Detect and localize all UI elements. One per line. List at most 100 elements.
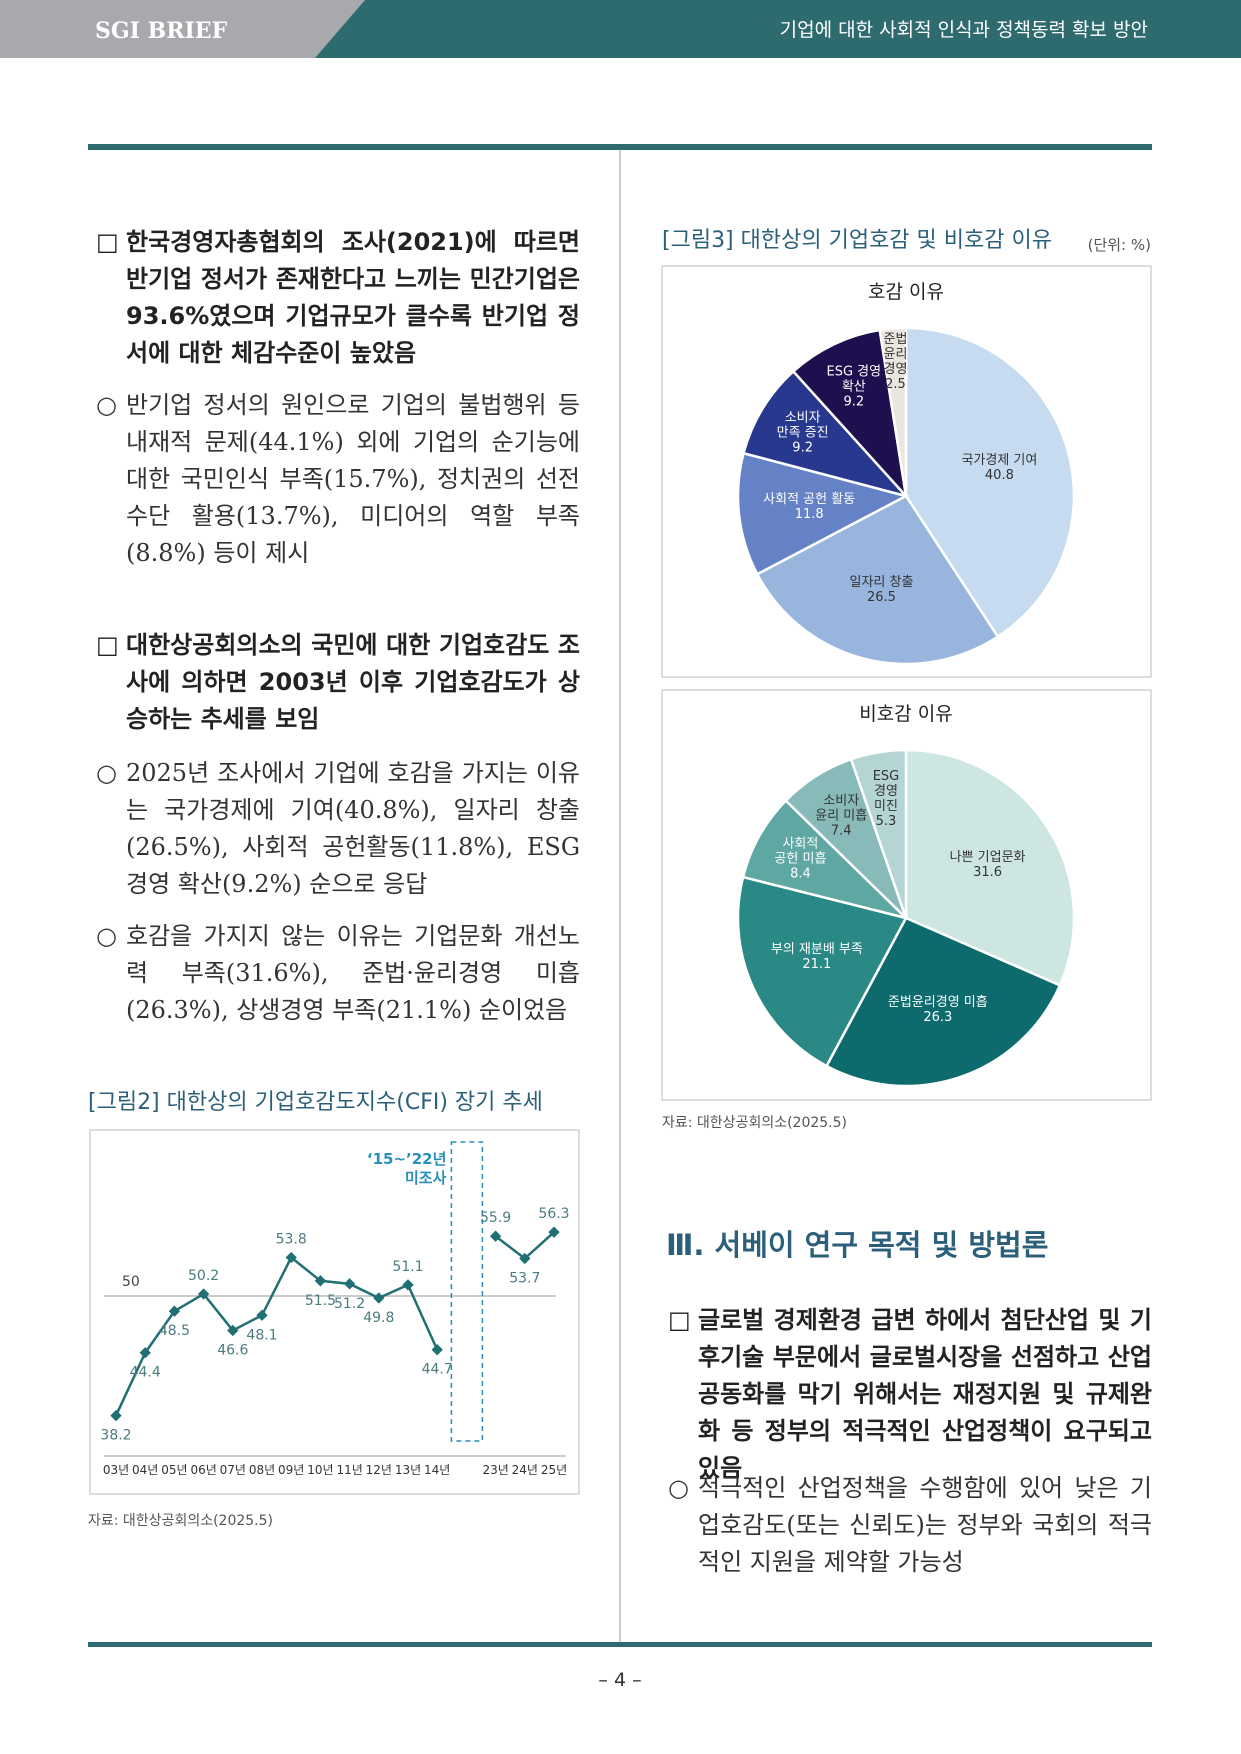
slice-value: 40.8 xyxy=(984,468,1014,484)
list-item: ○ 반기업 정서의 원인으로 기업의 불법행위 등 내재적 문제(44.1%) 외… xyxy=(96,387,580,572)
pie2-frame xyxy=(661,689,1152,1101)
value-label: 46.6 xyxy=(217,1342,248,1358)
x-tick-label: 09년 xyxy=(278,1463,304,1477)
pie-label: 일자리 창출 26.5 xyxy=(850,575,914,605)
pie-slice xyxy=(736,875,908,1068)
data-point xyxy=(227,1324,239,1337)
data-point xyxy=(110,1409,122,1422)
list-item: ○ 호감을 가지지 않는 이유는 기업문화 개선노력 부족(31.6%), 준법·… xyxy=(96,918,580,1029)
x-tick-label: 06년 xyxy=(190,1463,216,1477)
x-tick-label: 11년 xyxy=(336,1463,362,1477)
value-label: 44.4 xyxy=(130,1365,161,1381)
pie-slice xyxy=(849,748,908,919)
item-text: 호감을 가지지 않는 이유는 기업문화 개선노력 부족(31.6%), 준법·윤… xyxy=(126,922,580,1024)
slice-name: 국가경제 기여 xyxy=(961,453,1038,469)
value-label: 51.2 xyxy=(334,1296,365,1312)
slice-name: 사회적 공헌 미흡 xyxy=(774,836,827,867)
pie-slice xyxy=(755,494,1000,666)
value-label: 53.8 xyxy=(276,1231,307,1247)
data-point xyxy=(402,1279,414,1291)
slice-value: 21.1 xyxy=(802,957,832,973)
x-tick-label: 04년 xyxy=(132,1463,158,1477)
value-label: 55.9 xyxy=(480,1210,511,1226)
data-point xyxy=(139,1347,151,1359)
bullet: □ xyxy=(668,1306,691,1334)
data-point xyxy=(431,1344,443,1356)
slice-name: ESG 경영 확산 xyxy=(826,364,882,395)
brand: SGI BRIEF xyxy=(95,18,228,44)
x-tick-label: 10년 xyxy=(307,1463,333,1477)
pie-label: 소비자 윤리 미흡 7.4 xyxy=(815,793,867,838)
pie-label: ESG 경영 확산 9.2 xyxy=(827,364,882,409)
item-text: 한국경영자총협회의 조사(2021)에 따르면 반기업 정서가 존재한다고 느끼… xyxy=(126,228,580,367)
pie-title: 비호감 이유 xyxy=(859,703,952,725)
page-number: – 4 – xyxy=(598,1669,641,1691)
figure3-source: 자료: 대한상공회의소(2025.5) xyxy=(662,1115,847,1131)
item-text: 2025년 조사에서 기업에 호감을 가지는 이유는 국가경제에 기여(40.8… xyxy=(126,759,580,898)
pie-slice xyxy=(742,369,910,499)
slice-name: 사회적 공헌 활동 xyxy=(763,491,856,507)
data-point xyxy=(314,1275,327,1287)
header-brand-band xyxy=(0,0,365,58)
slice-value: 31.6 xyxy=(973,864,1003,880)
pie-label: 준법 윤리 경영 2.5 xyxy=(883,332,907,392)
bullet: ○ xyxy=(96,391,117,419)
pie-slice xyxy=(904,748,1076,988)
x-tick-label: 13년 xyxy=(395,1463,421,1477)
x-tick-label: 25년 xyxy=(541,1463,567,1477)
annotation: ‘15~’22년 미조사 xyxy=(366,1150,447,1187)
data-point xyxy=(519,1252,531,1265)
slice-value: 11.8 xyxy=(794,506,824,522)
list-item: □ 대한상공회의소의 국민에 대한 기업호감도 조사에 의하면 2003년 이후 … xyxy=(96,627,580,738)
value-label: 38.2 xyxy=(100,1428,131,1444)
gap-box xyxy=(450,1141,484,1442)
bullet: □ xyxy=(96,228,119,256)
pie-title: 호감 이유 xyxy=(868,281,944,303)
slice-name: ESG 경영 미진 xyxy=(872,768,900,814)
data-point xyxy=(285,1251,297,1264)
value-label: 49.8 xyxy=(363,1310,394,1326)
bullet: ○ xyxy=(668,1474,689,1502)
x-tick-label: 07년 xyxy=(220,1463,246,1477)
data-point xyxy=(168,1305,181,1317)
figure2-source: 자료: 대한상공회의소(2025.5) xyxy=(88,1513,273,1529)
value-label: 56.3 xyxy=(538,1206,569,1222)
list-item: ○ 2025년 조사에서 기업에 호감을 가지는 이유는 국가경제에 기여(40.… xyxy=(96,755,580,903)
item-text: 적극적인 산업정책을 수행함에 있어 낮은 기업호감도(또는 신뢰도)는 정부와… xyxy=(698,1474,1152,1576)
pie-slice xyxy=(741,798,911,921)
pie-label: ESG 경영 미진 5.3 xyxy=(873,769,900,829)
slice-name: 준법 윤리 경영 xyxy=(883,332,908,377)
slice-value: 9.2 xyxy=(843,394,865,410)
slice-name: 부의 재분배 부족 xyxy=(770,942,863,958)
pie-label: 나쁜 기업문화 31.6 xyxy=(950,850,1026,880)
figure2-title: [그림2] 대한상의 기업호감도지수(CFI) 장기 추세 xyxy=(88,1090,543,1115)
slice-value: 7.4 xyxy=(830,823,852,839)
value-label: 53.7 xyxy=(509,1271,540,1287)
x-tick-label: 24년 xyxy=(512,1463,538,1477)
x-tick-label: 05년 xyxy=(161,1463,187,1477)
bullet: ○ xyxy=(96,922,117,950)
pie-slice xyxy=(791,328,908,500)
item-text: 대한상공회의소의 국민에 대한 기업호감도 조사에 의하면 2003년 이후 기… xyxy=(126,631,580,733)
data-point xyxy=(489,1230,502,1242)
slice-name: 소비자 윤리 미흡 xyxy=(815,793,868,824)
list-item: ○ 적극적인 산업정책을 수행함에 있어 낮은 기업호감도(또는 신뢰도)는 정부… xyxy=(668,1470,1152,1581)
slice-name: 일자리 창출 xyxy=(849,575,914,591)
header-title: 기업에 대한 사회적 인식과 정책동력 확보 방안 xyxy=(780,19,1148,41)
slice-value: 9.2 xyxy=(792,440,813,456)
data-point xyxy=(548,1226,560,1238)
slice-value: 8.4 xyxy=(790,866,811,882)
pie-label: 국가경제 기여 40.8 xyxy=(961,453,1037,483)
figure2-frame xyxy=(89,1129,580,1495)
item-text: 글로벌 경제환경 급변 하에서 첨단산업 및 기후기술 부문에서 글로벌시장을 … xyxy=(698,1306,1152,1482)
item-text: 반기업 정서의 원인으로 기업의 불법행위 등 내재적 문제(44.1%) 외에… xyxy=(126,391,580,567)
data-point xyxy=(256,1309,268,1321)
data-point xyxy=(373,1292,385,1304)
value-label: 51.5 xyxy=(305,1293,336,1309)
x-tick-label: 03년 xyxy=(103,1463,129,1477)
reference-label: 50 xyxy=(122,1274,140,1290)
section-heading: Ⅲ. 서베이 연구 목적 및 방법론 xyxy=(666,1228,1049,1262)
value-label: 44.7 xyxy=(422,1362,453,1378)
